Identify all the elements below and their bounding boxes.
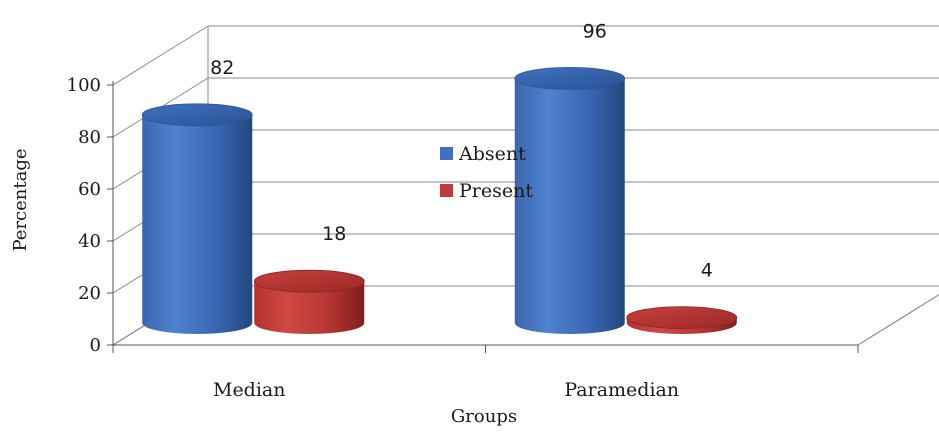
- data-label: 82: [210, 57, 234, 79]
- gridline-side: [112, 25, 209, 86]
- y-tick-label: 20: [78, 283, 101, 304]
- legend-swatch-present: [440, 184, 453, 197]
- x-axis-title: Groups: [451, 406, 517, 427]
- bar-body: [254, 281, 365, 335]
- legend: Absent Present: [440, 143, 533, 202]
- y-tick-label: 80: [78, 127, 101, 148]
- y-tick-label: 40: [78, 231, 101, 252]
- bar-body: [514, 78, 625, 335]
- floor-right-edge: [857, 294, 939, 346]
- data-label: 4: [701, 260, 713, 282]
- y-axis-title: Percentage: [10, 148, 31, 251]
- y-tick-label: 100: [67, 75, 101, 96]
- legend-label-present: Present: [459, 180, 533, 202]
- data-label: 18: [322, 223, 346, 245]
- bar-present-median: [253, 269, 365, 335]
- bar-top: [626, 306, 738, 330]
- bar-absent-paramedian: [514, 67, 626, 335]
- bars: [141, 67, 738, 335]
- legend-label-absent: Absent: [458, 143, 526, 165]
- bar-top: [514, 67, 626, 90]
- x-tick-label: Paramedian: [564, 379, 679, 401]
- bar-body: [142, 114, 253, 334]
- bar-absent-median: [141, 103, 253, 334]
- bar-present-paramedian: [626, 306, 738, 335]
- data-labels: 82 18 96 4: [210, 20, 713, 281]
- y-tick-label: 0: [90, 335, 101, 356]
- bar-top: [141, 103, 253, 127]
- data-label: 96: [583, 20, 607, 42]
- bar-top: [253, 269, 365, 293]
- y-tick-label: 60: [78, 179, 101, 200]
- legend-swatch-absent: [440, 147, 453, 160]
- x-tick-label: Median: [213, 379, 286, 401]
